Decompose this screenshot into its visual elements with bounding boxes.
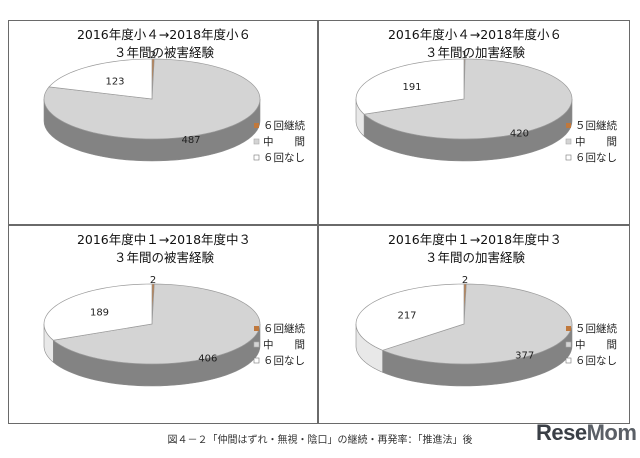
pie-data-label-middle: 487 xyxy=(181,135,200,146)
legend-label-continuous: ５回継続 xyxy=(575,119,617,132)
chart-panel-junior-perpetrator: 2016年度中１→2018年度中３ ３年間の加害経験 2 377 217 ５回継続中 間 ６… xyxy=(318,225,630,424)
chart-panel-junior-victim: 2016年度中１→2018年度中３ ３年間の被害経験 2 406 189 ６回継続中 間 ６… xyxy=(8,225,318,424)
legend-swatch-middle xyxy=(565,341,572,348)
pie-slice-none xyxy=(355,58,465,115)
legend-label-none: ６回なし xyxy=(263,355,305,367)
pie-slice-middle xyxy=(381,283,573,365)
chart-title-line-2: ３年間の加害経験 xyxy=(425,45,526,60)
chart-title-line-2: ３年間の被害経験 xyxy=(114,45,215,60)
pie-slice-middle xyxy=(52,283,261,365)
chart-title-line-1: 2016年度小４→2018年度小６ xyxy=(388,27,562,42)
resemom-logo: ReseMom xyxy=(536,420,637,446)
pie-data-label-continuous: 2 xyxy=(150,275,156,286)
pie-data-label-continuous: 2 xyxy=(150,50,156,61)
legend-swatch-none xyxy=(253,357,260,364)
chart-panel-elementary-victim: 2016年度小４→2018年度小６ ３年間の被害経験 2 487 123 ６回継続中 間 ６… xyxy=(8,20,318,225)
legend-label-middle: 中 間 xyxy=(575,135,617,148)
pie-data-label-none: 217 xyxy=(397,310,416,321)
legend-label-continuous: ６回継続 xyxy=(263,119,305,132)
legend-swatch-continuous xyxy=(254,326,259,331)
legend-label-none: ６回なし xyxy=(575,152,617,164)
pie-data-label-continuous: 2 xyxy=(462,275,468,286)
chart-title-line-2: ３年間の被害経験 xyxy=(114,250,215,265)
pie-data-label-continuous: 1 xyxy=(461,50,467,61)
pie-slice-none xyxy=(355,283,465,351)
legend-label-middle: 中 間 xyxy=(263,135,305,148)
pie-data-label-middle: 406 xyxy=(198,354,217,365)
logo-part-2: Mom xyxy=(586,420,637,445)
legend-swatch-middle xyxy=(253,138,260,145)
legend-label-continuous: ５回継続 xyxy=(575,322,617,335)
pie-slice-none xyxy=(48,58,153,100)
pie-slice-middle xyxy=(363,58,573,140)
pie-data-label-middle: 377 xyxy=(515,350,534,361)
legend-label-none: ６回なし xyxy=(263,152,305,164)
chart-title-line-1: 2016年度中１→2018年度中３ xyxy=(77,232,251,247)
chart-title-line-2: ３年間の加害経験 xyxy=(425,250,526,265)
legend-label-middle: 中 間 xyxy=(263,338,305,351)
pie-slice-none xyxy=(43,283,153,341)
legend-swatch-none xyxy=(565,357,572,364)
figure-caption: 図４－２「仲間はずれ・無視・陰口」の継続・再発率：「推進法」後 xyxy=(167,435,473,446)
legend-swatch-none xyxy=(253,154,260,161)
legend-swatch-continuous xyxy=(566,123,571,128)
pie-data-label-none: 189 xyxy=(90,307,109,318)
legend-swatch-continuous xyxy=(566,326,571,331)
logo-part-1: Rese xyxy=(536,420,587,445)
legend-label-middle: 中 間 xyxy=(575,338,617,351)
legend-label-none: ６回なし xyxy=(575,355,617,367)
legend-swatch-continuous xyxy=(254,123,259,128)
chart-title-line-1: 2016年度小４→2018年度小６ xyxy=(77,27,251,42)
legend-swatch-none xyxy=(565,154,572,161)
chart-panel-elementary-perpetrator: 2016年度小４→2018年度小６ ３年間の加害経験 1 420 191 ５回継続中 間 ６… xyxy=(318,20,630,225)
pie-data-label-none: 123 xyxy=(105,76,124,87)
legend-label-continuous: ６回継続 xyxy=(263,322,305,335)
chart-title-line-1: 2016年度中１→2018年度中３ xyxy=(388,232,562,247)
legend-swatch-middle xyxy=(565,138,572,145)
legend-swatch-middle xyxy=(253,341,260,348)
pie-data-label-middle: 420 xyxy=(510,129,529,140)
pie-data-label-none: 191 xyxy=(402,82,421,93)
